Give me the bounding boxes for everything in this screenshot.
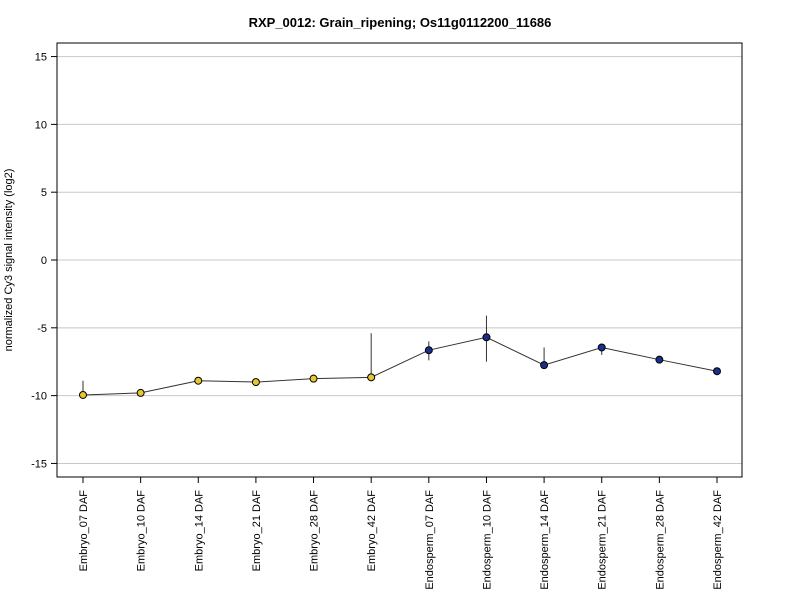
data-point <box>597 343 606 352</box>
data-point <box>251 378 260 387</box>
x-tick-label: Embryo_42 DAF <box>366 490 378 572</box>
data-point <box>424 346 433 355</box>
data-point <box>482 333 491 342</box>
series-line <box>82 336 718 396</box>
data-point <box>194 376 203 385</box>
y-tick-label: 10 <box>35 119 47 131</box>
data-point <box>713 367 721 376</box>
data-point <box>367 373 376 382</box>
y-tick-label: -5 <box>37 323 47 335</box>
y-tick-label: -10 <box>31 391 47 403</box>
x-tick-label: Endosperm_07 DAF <box>424 490 436 590</box>
x-tick-label: Embryo_10 DAF <box>136 490 148 572</box>
y-tick-label: 5 <box>41 187 47 199</box>
y-axis: 15 10 5 0 -5 -10 -15 <box>31 52 57 470</box>
x-tick-label: Embryo_14 DAF <box>193 490 205 572</box>
y-tick-label: 0 <box>41 255 47 267</box>
series-line-group <box>82 336 718 396</box>
x-axis: Embryo_07 DAF Embryo_10 DAF Embryo_14 DAF E… <box>78 477 724 590</box>
x-tick-label: Embryo_21 DAF <box>251 490 263 572</box>
grid-lines <box>57 56 742 464</box>
x-tick-label: Endosperm_21 DAF <box>597 490 609 590</box>
data-point <box>540 361 549 370</box>
x-tick-label: Embryo_28 DAF <box>309 490 321 572</box>
x-tick-label: Endosperm_42 DAF <box>712 490 724 590</box>
x-tick-label: Endosperm_28 DAF <box>654 490 666 590</box>
y-tick-label: 15 <box>35 52 47 64</box>
y-tick-label: -15 <box>31 458 47 470</box>
data-point <box>136 388 145 397</box>
y-axis-label: normalized Cy3 signal intensity (log2) <box>3 169 15 352</box>
data-points <box>79 333 721 399</box>
data-point <box>309 374 318 383</box>
x-tick-label: Embryo_07 DAF <box>78 490 90 572</box>
data-point <box>655 355 664 364</box>
x-tick-label: Endosperm_14 DAF <box>539 490 551 590</box>
chart-title: RXP_0012: Grain_ripening; Os11g0112200_1… <box>249 15 552 30</box>
data-point <box>79 390 87 399</box>
x-tick-label: Endosperm_10 DAF <box>481 490 493 590</box>
